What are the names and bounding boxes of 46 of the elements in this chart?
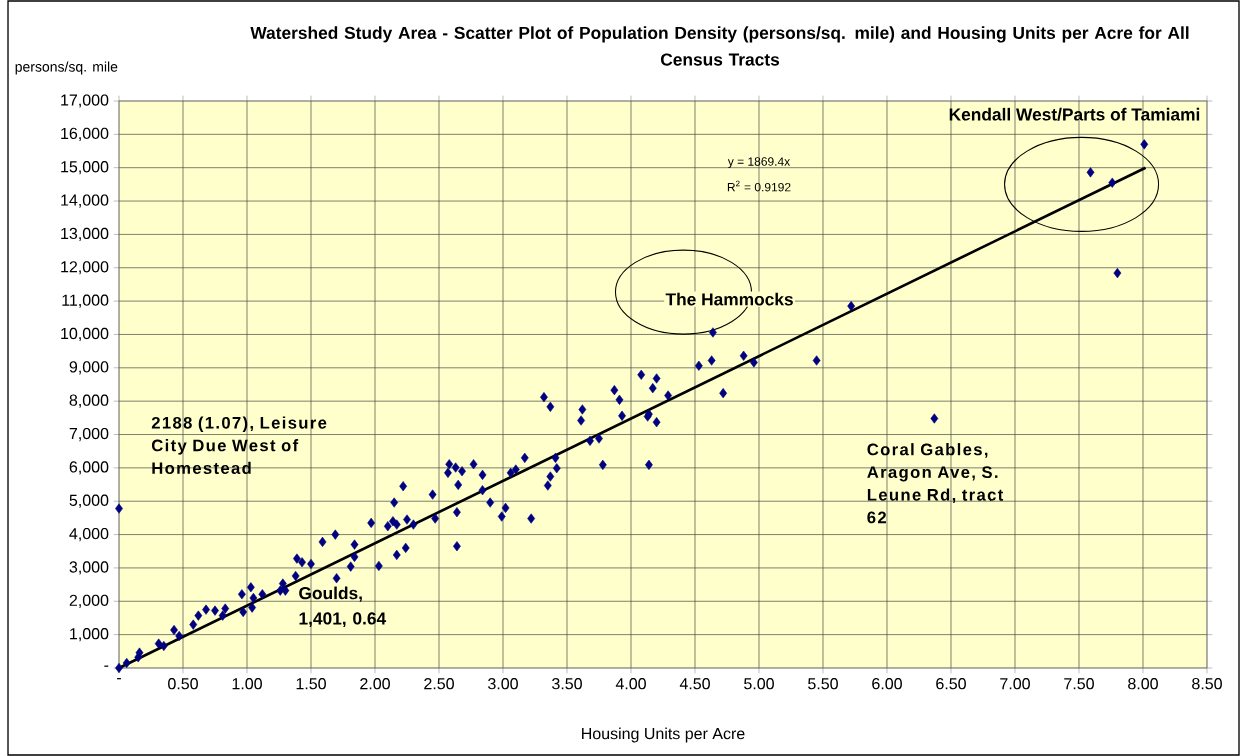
annotation: R$^{2}$ = 0.9192 <box>727 180 791 192</box>
x-tick-label: 2.50 <box>424 678 454 690</box>
annotation: Goulds, 1,401, 0.64 <box>299 586 387 628</box>
x-tick-label: 3.50 <box>552 678 582 690</box>
x-tick-label: 2.00 <box>360 678 390 690</box>
x-tick-label: 4.50 <box>679 678 710 690</box>
chart-title: Watershed Study Area - Scatter Plot of Population Density (persons/sq. mile) and Housing Units per Acre for All Census Tracts <box>250 26 1189 66</box>
x-tick-label: - <box>117 678 121 680</box>
y-tick-label: 2,000 <box>69 594 109 608</box>
x-tick-label: 8.00 <box>1128 678 1158 690</box>
y-tick-label: 3,000 <box>69 561 109 575</box>
y-tick-label: 17,000 <box>61 94 109 108</box>
y-tick-label: 1,000 <box>70 628 109 642</box>
y-tick-label: 5,000 <box>69 494 109 508</box>
y-tick-label: 11,000 <box>62 294 109 308</box>
x-tick-label: 7.50 <box>1064 678 1094 690</box>
y-tick-label: 6,000 <box>69 461 109 475</box>
y-tick-label: 8,000 <box>69 394 109 408</box>
x-tick-label: 6.50 <box>936 678 966 690</box>
x-tick-label: 5.00 <box>744 678 774 690</box>
annotation: 2188 (1.07), Leisure City Due West of Homestead <box>151 416 327 475</box>
x-tick-label: 1.50 <box>296 678 326 690</box>
x-tick-label: 6.00 <box>872 678 902 690</box>
x-tick-label: 4.00 <box>615 678 646 690</box>
annotation: Coral Gables, Aragon Ave, S. Leune Rd, tract 62 <box>867 443 1004 524</box>
annotation: Kendall West/Parts of Tamiami <box>949 107 1200 121</box>
x-tick-label: 3.00 <box>488 678 518 690</box>
y-tick-label: 14,000 <box>61 194 109 208</box>
y-tick-label: - <box>104 665 109 667</box>
annotation: y = 1869.4x <box>727 157 791 169</box>
y-tick-label: 9,000 <box>69 361 109 375</box>
y-axis-title: persons/sq. mile <box>15 61 118 75</box>
x-tick-label: 1.00 <box>232 678 262 690</box>
x-tick-label: 8.50 <box>1192 678 1222 690</box>
y-tick-label: 15,000 <box>61 161 109 175</box>
y-tick-label: 10,000 <box>61 327 109 342</box>
x-tick-label: 7.00 <box>1000 678 1030 690</box>
y-tick-label: 12,000 <box>61 261 109 275</box>
x-axis-title: Housing Units per Acre <box>582 727 745 743</box>
y-tick-label: 4,000 <box>69 527 109 542</box>
y-tick-label: 13,000 <box>61 227 109 242</box>
x-tick-label: 5.50 <box>808 678 838 690</box>
annotation: The Hammocks <box>665 292 793 306</box>
x-tick-label: 0.50 <box>168 678 198 690</box>
y-tick-label: 7,000 <box>69 427 109 442</box>
y-tick-label: 16,000 <box>61 127 109 141</box>
